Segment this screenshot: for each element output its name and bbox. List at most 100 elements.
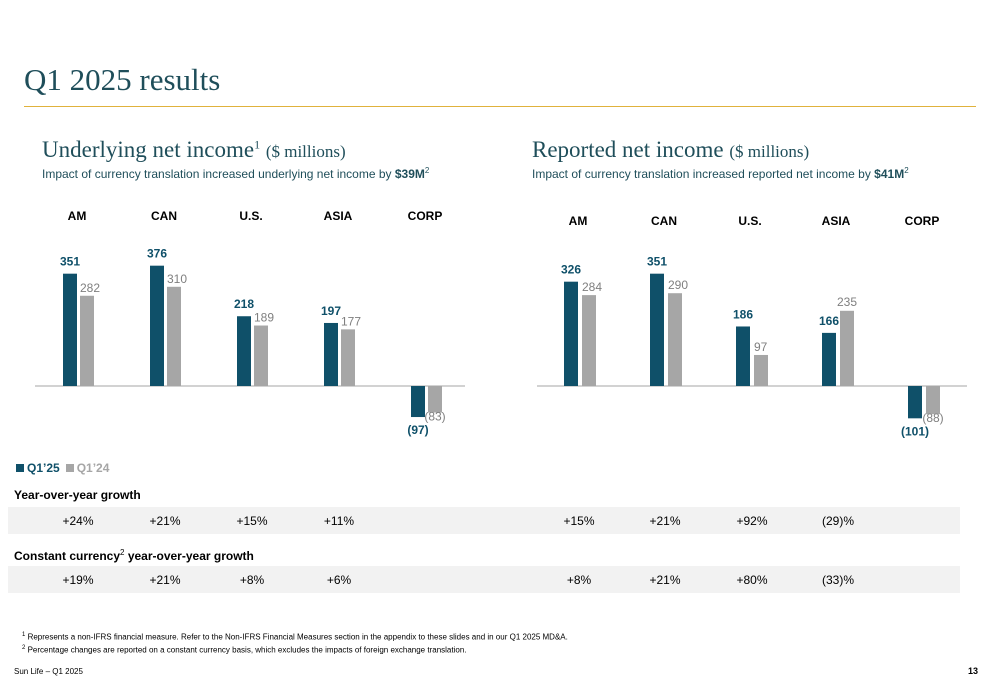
reported-label-q1-24-us: 97 [754,340,768,354]
underlying-bar-q1-25-us [237,316,251,386]
reported-title-text: Reported net income [532,137,724,162]
reported-label-q1-25-am: 326 [561,263,581,277]
underlying-bar-q1-25-corp [411,386,425,418]
underlying-cc-can: +21% [149,573,181,587]
underlying-category-am: AM [68,209,87,223]
cc-growth-label: Constant currency2 year-over-year growth [14,548,254,563]
reported-subtitle-value: $41M [874,167,905,181]
cc-growth-band [8,566,960,593]
underlying-label-q1-25-am: 351 [60,255,80,269]
yoy-growth-band [8,507,960,534]
reported-unit: ($ millions) [729,142,810,161]
footnote-1-mark: 1 [22,632,26,638]
underlying-bar-q1-24-asia [341,329,355,386]
cc-growth-label-rest: year-over-year growth [124,549,254,563]
reported-bar-q1-25-us [736,326,750,386]
underlying-unit: ($ millions) [265,142,346,161]
legend-label-q1-24: Q1’24 [76,461,110,475]
reported-category-corp: CORP [905,214,940,228]
reported-bar-q1-25-am [564,281,578,386]
underlying-category-can: CAN [151,209,177,223]
underlying-bar-q1-25-am [63,273,77,386]
reported-category-us: U.S. [738,214,761,228]
underlying-category-corp: CORP [408,209,443,223]
underlying-yoy-asia: +11% [323,514,355,528]
reported-label-q1-24-can: 290 [668,278,688,292]
page-title: Q1 2025 results [24,62,221,97]
brand-footer: Sun Life – Q1 2025 [14,667,83,676]
footnote-1: 1 Represents a non-IFRS financial measur… [22,632,568,642]
underlying-cc-asia: +6% [326,573,352,587]
reported-label-q1-25-can: 351 [647,255,667,269]
title-rule [24,106,976,107]
underlying-label-q1-24-am: 282 [80,281,100,295]
underlying-subtitle-value: $39M [394,167,425,181]
underlying-bar-q1-25-can [150,265,164,386]
underlying-bar-q1-24-can [167,286,181,386]
underlying-label-q1-25-can: 376 [147,247,167,261]
underlying-title-sup: 1 [254,137,261,152]
underlying-bar-q1-24-am [80,295,94,386]
reported-category-am: AM [569,214,588,228]
underlying-label-q1-24-corp: (83) [424,410,445,424]
underlying-yoy-can: +21% [149,514,181,528]
reported-subtitle-sup: 2 [904,166,909,175]
reported-bar-q1-25-asia [822,332,836,386]
underlying-panel-title: Underlying net income1 ($ millions) [42,137,346,163]
footnote-2-text: Percentage changes are reported on a con… [25,645,467,655]
underlying-label-q1-25-corp: (97) [407,423,428,437]
underlying-label-q1-24-can: 310 [167,272,187,286]
reported-label-q1-25-corp: (101) [901,424,929,438]
reported-cc-am: +8% [566,573,592,587]
legend-swatch-q1-25 [16,464,24,472]
footnote-2: 2 Percentage changes are reported on a c… [22,645,467,655]
reported-cc-us: +80% [736,573,768,587]
reported-cc-asia: (33)% [821,573,854,587]
reported-yoy-us: +92% [736,514,768,528]
reported-subtitle-text: Impact of currency translation increased… [532,167,875,181]
underlying-bar-q1-24-us [254,325,268,386]
reported-yoy-asia: (29)% [821,514,854,528]
reported-category-can: CAN [651,214,677,228]
reported-label-q1-24-asia: 235 [837,295,857,309]
reported-label-q1-25-asia: 166 [819,314,839,328]
reported-category-asia: ASIA [822,214,851,228]
reported-bar-q1-24-can [668,293,682,386]
underlying-yoy-us: +15% [236,514,268,528]
yoy-growth-label: Year-over-year growth [14,488,141,502]
reported-bar-q1-24-am [582,295,596,386]
underlying-category-us: U.S. [239,209,262,223]
reported-bar-q1-24-asia [840,310,854,386]
underlying-yoy-am: +24% [62,514,94,528]
cc-growth-label-sup: 2 [120,548,125,557]
legend-label-q1-25: Q1’25 [27,461,60,475]
underlying-subtitle-sup: 2 [424,166,430,175]
legend-swatch-q1-24 [65,464,74,472]
underlying-title-text: Underlying net income [42,137,255,162]
underlying-cc-am: +19% [62,573,94,587]
underlying-subtitle: Impact of currency translation increased… [42,166,429,181]
reported-label-q1-24-corp: (88) [922,411,943,425]
underlying-label-q1-24-us: 189 [254,311,274,325]
footnote-1-text: Represents a non-IFRS financial measure.… [25,632,568,642]
reported-bar-q1-25-corp [908,386,922,419]
underlying-label-q1-25-asia: 197 [321,304,341,318]
reported-cc-can: +21% [649,573,681,587]
cc-growth-label-text: Constant currency [14,549,121,563]
legend: Q1’25 Q1’24 [16,461,115,475]
underlying-subtitle-text: Impact of currency translation increased… [42,167,395,181]
underlying-label-q1-25-us: 218 [234,297,254,311]
footnote-2-mark: 2 [22,645,26,651]
reported-bar-q1-24-us [754,354,768,386]
underlying-bar-q1-24-corp [428,386,442,413]
reported-panel-title: Reported net income ($ millions) [532,137,809,163]
reported-bar-q1-24-corp [926,386,940,415]
page-number: 13 [967,666,978,676]
reported-bar-q1-25-can [650,273,664,386]
underlying-cc-us: +8% [239,573,265,587]
reported-yoy-can: +21% [649,514,681,528]
underlying-category-asia: ASIA [324,209,353,223]
reported-label-q1-24-am: 284 [582,280,602,294]
underlying-bar-q1-25-asia [324,322,338,386]
